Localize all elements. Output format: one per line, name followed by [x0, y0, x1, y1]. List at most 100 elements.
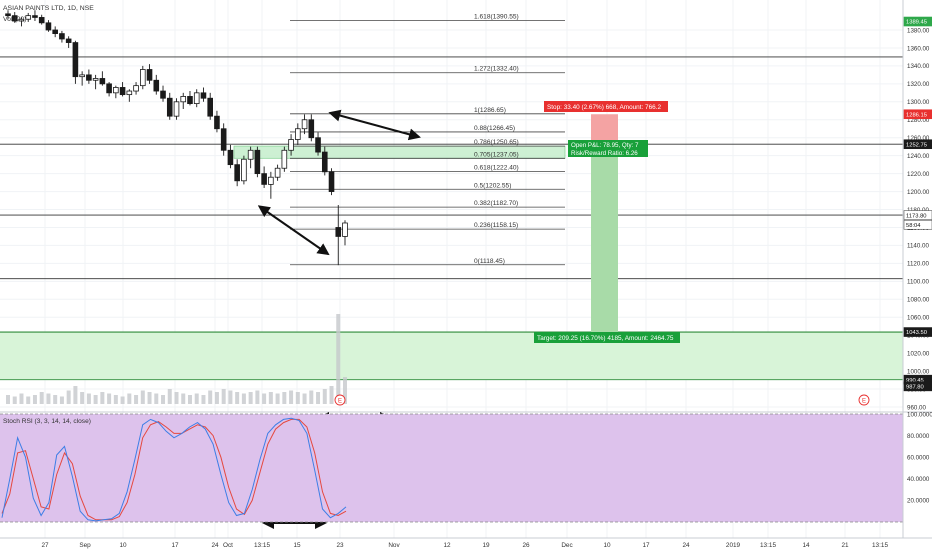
volume-title: Vol (20) — [3, 16, 26, 23]
candle-body[interactable] — [241, 158, 247, 182]
price-tick-label: 1140.00 — [907, 243, 929, 250]
candle-body[interactable] — [207, 97, 214, 117]
price-tick-label: 1000.00 — [907, 368, 930, 375]
horizontal-lines[interactable] — [0, 56, 903, 381]
candle-body[interactable] — [308, 119, 315, 139]
fibonacci-retracement[interactable]: 1.618(1390.55) 1.272(1332.40) 1(1286.65) 0.… — [290, 14, 565, 266]
price-tick-label: 1300.00 — [907, 99, 930, 106]
candle-body[interactable] — [153, 79, 160, 92]
candle-body[interactable] — [214, 115, 220, 130]
rsi-d-line[interactable] — [1, 418, 347, 521]
candle-body[interactable] — [99, 78, 106, 85]
candle-body[interactable] — [315, 137, 321, 153]
candle-body[interactable] — [335, 227, 342, 237]
candle-body[interactable] — [180, 96, 187, 103]
candle-body[interactable] — [65, 38, 72, 43]
candle-body[interactable] — [227, 149, 234, 166]
candle-body[interactable] — [52, 29, 58, 34]
time-tick-label: Sep — [79, 542, 91, 549]
volume-bar — [12, 396, 17, 404]
double-arrow-top[interactable] — [328, 109, 421, 141]
volume-bar — [343, 377, 347, 404]
position-tool[interactable]: Stop: 33.40 (2.67%) 668, Amount: 766.2 Op… — [534, 101, 680, 343]
fib-level-label: 0.5(1202.55) — [474, 182, 511, 189]
candle-body[interactable] — [281, 149, 288, 169]
candle-body[interactable] — [92, 78, 99, 81]
candle-body[interactable] — [126, 90, 133, 96]
candle-body[interactable] — [193, 92, 200, 105]
candle-body[interactable] — [261, 173, 267, 185]
target-zone[interactable] — [591, 144, 618, 333]
candle-body[interactable] — [173, 101, 180, 117]
price-tick-label: 1020.00 — [907, 350, 930, 357]
price-badge-label: 987.80 — [906, 385, 924, 391]
volume-bar — [302, 393, 307, 404]
volume-bar — [161, 395, 166, 404]
candle-body[interactable] — [5, 13, 11, 17]
candle-body[interactable] — [38, 17, 45, 24]
price-tick-label: 1320.00 — [907, 81, 930, 88]
rsi-tick-label: 100.0000 — [907, 411, 932, 418]
candle-body[interactable] — [133, 85, 139, 92]
candles[interactable] — [5, 10, 348, 266]
candle-body[interactable] — [220, 128, 227, 151]
candle-body[interactable] — [187, 96, 193, 105]
candle-body[interactable] — [328, 171, 335, 192]
candle-body[interactable] — [106, 83, 112, 94]
candle-body[interactable] — [45, 22, 52, 31]
candle-body[interactable] — [139, 69, 146, 87]
time-tick-label: 2019 — [726, 542, 741, 549]
earnings-marker[interactable] — [858, 394, 870, 406]
candle-body[interactable] — [11, 15, 18, 22]
candle-body[interactable] — [321, 151, 328, 173]
volume-bar — [140, 390, 145, 404]
candle-body[interactable] — [18, 18, 25, 22]
candle-body[interactable] — [32, 15, 38, 18]
candle-body[interactable] — [342, 222, 348, 237]
candle-body[interactable] — [59, 33, 65, 40]
candle-body[interactable] — [25, 15, 32, 20]
support-zone[interactable] — [0, 332, 903, 380]
candle-body[interactable] — [295, 128, 301, 140]
candle-body[interactable] — [247, 149, 254, 160]
fib-level-label: 0.382(1182.70) — [474, 200, 518, 207]
candle-body[interactable] — [274, 167, 281, 178]
stop-zone[interactable] — [591, 114, 618, 145]
price-tick-label: 1200.00 — [907, 189, 930, 196]
candle-body[interactable] — [160, 90, 166, 99]
candle-body[interactable] — [234, 164, 240, 182]
candle-body[interactable] — [166, 97, 173, 117]
volume-bar — [26, 396, 31, 404]
double-arrow-bottom[interactable] — [257, 205, 330, 256]
candle-body[interactable] — [301, 119, 308, 130]
volume-bar — [268, 392, 273, 404]
earnings-marker-letter: E — [338, 399, 342, 405]
rsi-k-line[interactable] — [1, 417, 347, 522]
volume-bar — [275, 393, 280, 404]
volume-bar — [194, 393, 199, 404]
time-tick-label: 14 — [802, 542, 810, 549]
candle-body[interactable] — [113, 87, 119, 94]
price-badge — [903, 327, 932, 337]
candle-body[interactable] — [288, 139, 294, 151]
candle-body[interactable] — [86, 74, 92, 81]
stoch-rsi-pane[interactable]: Stoch RSI (3, 3, 14, 14, close) — [0, 413, 903, 523]
volume-bar — [66, 390, 71, 404]
candle-body[interactable] — [268, 176, 274, 185]
rsi-band — [0, 414, 903, 522]
volume-bar — [19, 393, 24, 404]
candle-body[interactable] — [119, 87, 126, 96]
candle-body[interactable] — [200, 92, 207, 99]
volume-bar — [309, 390, 314, 404]
candle-body[interactable] — [146, 69, 153, 81]
time-tick-label: Nov — [388, 542, 400, 549]
time-tick-label: 10 — [603, 542, 611, 549]
time-tick-label: 24 — [211, 542, 219, 549]
candle-body[interactable] — [72, 42, 79, 78]
candle-body[interactable] — [79, 74, 85, 78]
candle-body[interactable] — [254, 149, 261, 175]
earnings-marker[interactable] — [334, 394, 346, 406]
volume-bar — [46, 393, 51, 404]
